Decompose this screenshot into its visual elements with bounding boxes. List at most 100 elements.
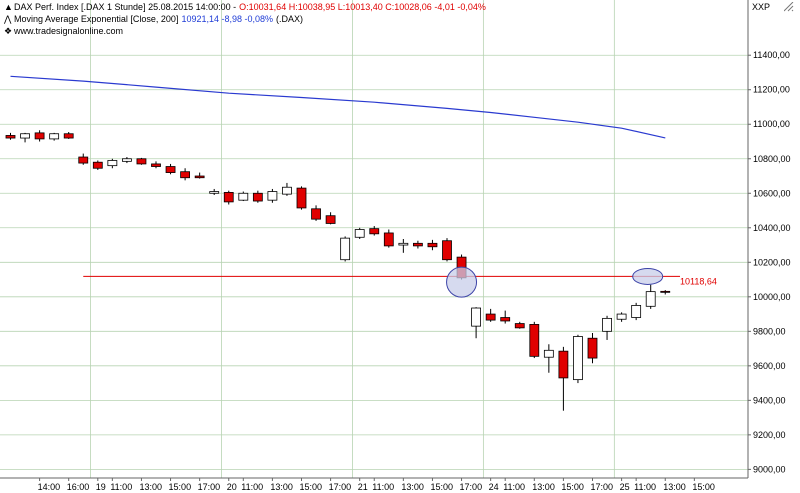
candle-down	[325, 215, 336, 224]
moving-average-layer	[10, 75, 666, 139]
x-tick-label: 15:00	[692, 482, 715, 492]
x-tick-label: 13:00	[139, 482, 162, 492]
x-tick-label: 25	[620, 482, 630, 492]
indicator-line: ⋀ Moving Average Exponential [Close, 200]…	[4, 14, 306, 25]
price-axis-label: XXP	[751, 2, 770, 12]
candle-down	[194, 175, 205, 179]
candle-up	[238, 192, 249, 201]
highlight-ellipses-layer	[446, 266, 664, 298]
candle-up	[267, 191, 278, 201]
x-tick-label: 19	[96, 482, 106, 492]
y-tick-label: 9800,00	[753, 326, 786, 336]
candle-down	[151, 163, 161, 167]
x-tick-label: 13:00	[270, 482, 293, 492]
x-tick-label: 13:00	[532, 482, 555, 492]
x-tick-label: 15:00	[561, 482, 584, 492]
candle-up	[645, 291, 656, 307]
y-tick-label: 10800,00	[753, 154, 791, 164]
candle-up	[471, 307, 482, 327]
y-tick-label: 9600,00	[753, 361, 786, 371]
y-tick-label: 9200,00	[753, 430, 786, 440]
candle-down	[34, 132, 45, 140]
y-tick-label: 10600,00	[753, 188, 791, 198]
candle-up	[602, 317, 612, 332]
candle-down	[587, 337, 598, 359]
candle-up	[282, 186, 292, 195]
candle-up	[543, 349, 554, 358]
indicator-source: (.DAX)	[276, 14, 304, 24]
candle-down	[311, 208, 321, 220]
candle-down	[78, 156, 89, 164]
candle-down	[5, 135, 16, 139]
x-tick-label: 11:00	[634, 482, 656, 492]
y-tick-label: 11200,00	[753, 85, 790, 95]
candle-up	[631, 305, 642, 318]
candle-up	[616, 313, 627, 320]
candle-down	[180, 171, 191, 179]
y-tick-label: 11000,00	[753, 119, 790, 129]
candle-down	[252, 192, 263, 202]
x-tick-label: 13:00	[663, 482, 686, 492]
candle-up	[20, 133, 30, 139]
candle-up	[573, 336, 583, 381]
indicator-values: 10921,14 -8,98 -0,08%	[181, 14, 274, 24]
x-tick-label: 17:00	[591, 482, 614, 492]
x-tick-label: 20	[227, 482, 237, 492]
link-icon: ❖	[4, 26, 13, 36]
x-tick-label: 11:00	[110, 482, 132, 492]
candle-up	[354, 229, 365, 238]
candle-down	[223, 192, 234, 203]
candle-down	[165, 166, 176, 173]
chart-header: ▲DAX Perf. Index [.DAX 1 Stunde] 25.08.2…	[0, 0, 750, 42]
y-axis: 9000,00 9200,00 9400,00 9600,00 9800,00 10000…	[747, 0, 791, 478]
x-tick-label: 16:00	[67, 482, 90, 492]
candle-down	[485, 313, 496, 321]
candle-down	[92, 161, 103, 169]
grid-layer	[0, 0, 748, 478]
highlight-ellipse	[632, 267, 664, 285]
candle-down	[427, 242, 438, 248]
candle-down	[296, 187, 307, 209]
candle-up	[49, 133, 60, 140]
resize-corner-icon[interactable]	[784, 2, 794, 12]
candle-down	[529, 324, 540, 357]
y-tick-label: 10200,00	[753, 257, 791, 267]
candle-down	[442, 240, 452, 261]
x-tick-label: 13:00	[401, 482, 424, 492]
x-tick-label: 14:00	[38, 482, 61, 492]
y-tick-label: 9000,00	[753, 464, 786, 474]
highlight-ellipse	[446, 266, 478, 298]
indicator-title: Moving Average Exponential [Close, 200]	[14, 14, 179, 24]
ema-200-line	[10, 75, 666, 139]
ohlc-values: O:10031,64 H:10038,95 L:10013,40 C:10028…	[239, 2, 486, 12]
candle-up	[107, 160, 118, 167]
x-tick-label: 24	[489, 482, 499, 492]
instrument-icon[interactable]: ▲	[4, 2, 13, 12]
y-tick-label: 11400,00	[753, 50, 790, 60]
x-tick-label: 15:00	[430, 482, 453, 492]
x-tick-label: 11:00	[241, 482, 263, 492]
indicator-icon[interactable]: ⋀	[4, 14, 12, 24]
x-tick-label: 11:00	[503, 482, 525, 492]
y-tick-label: 10400,00	[753, 223, 791, 233]
candle-down	[412, 242, 423, 247]
instrument-title: DAX Perf. Index [.DAX 1 Stunde] 25.08.20…	[14, 2, 237, 12]
candle-up	[209, 191, 220, 194]
candle-down	[383, 232, 394, 247]
x-tick-label: 11:00	[372, 482, 394, 492]
candle-down	[136, 158, 147, 165]
source-url[interactable]: www.tradesignalonline.com	[14, 26, 124, 36]
x-tick-label: 21	[358, 482, 368, 492]
x-tick-label: 15:00	[169, 482, 192, 492]
x-tick-label: 17:00	[460, 482, 483, 492]
candle-up	[340, 237, 351, 261]
candle-down	[558, 350, 569, 379]
candle-down	[63, 133, 74, 139]
candle-down	[369, 228, 380, 235]
source-line: ❖ www.tradesignalonline.com	[4, 26, 126, 37]
x-tick-label: 15:00	[300, 482, 323, 492]
candle-down	[500, 317, 511, 322]
candle-down	[514, 323, 525, 329]
